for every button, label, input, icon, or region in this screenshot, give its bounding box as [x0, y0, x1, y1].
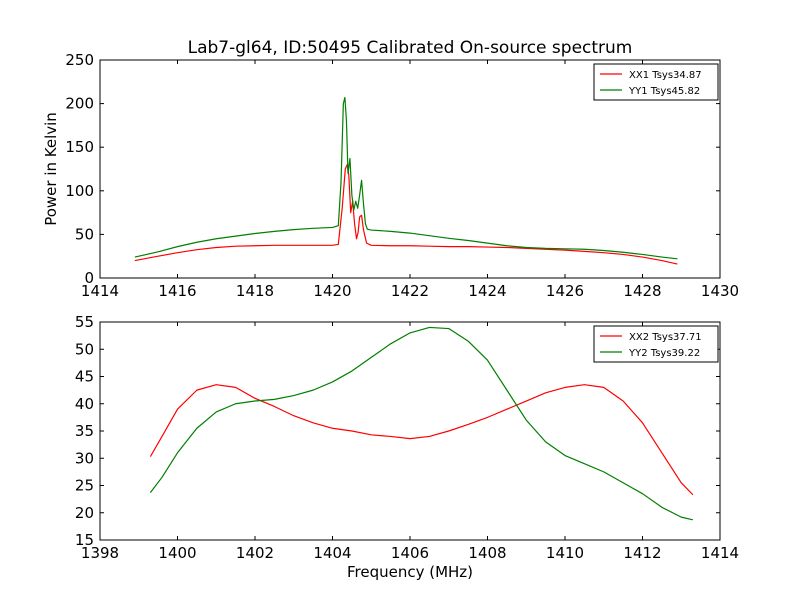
legend-label: YY2 Tsys39.22: [628, 348, 700, 359]
y-tick-label: 50: [75, 340, 94, 358]
x-tick-label: 1408: [468, 544, 506, 562]
y-tick-label: 20: [75, 504, 94, 522]
legend-box: [593, 325, 719, 363]
x-tick-label: 1400: [158, 544, 196, 562]
x-tick-label: 1414: [701, 544, 739, 562]
series-group: [134, 96, 678, 265]
x-tick-label: 1428: [623, 282, 661, 300]
x-tick-label: 1412: [623, 544, 661, 562]
y-tick-label: 30: [75, 449, 94, 467]
x-tick-label: 1402: [236, 544, 274, 562]
series-line-xx2: [149, 384, 694, 496]
x-tick-label: 1410: [546, 544, 584, 562]
y-tick-label: 45: [75, 368, 94, 386]
y-axis-label: Power in Kelvin: [42, 112, 60, 226]
series-group: [149, 326, 694, 521]
x-tick-label: 1406: [391, 544, 429, 562]
y-tick-label: 35: [75, 422, 94, 440]
x-tick-label: 1404: [313, 544, 351, 562]
bottom-panel: 1398 1400 1402 1404 1406 1408 1410 1412 1414 15 20…: [75, 313, 739, 581]
x-tick-label: 1424: [468, 282, 506, 300]
legend-label: XX2 Tsys37.71: [629, 332, 702, 343]
x-tick-label: 1418: [236, 282, 274, 300]
y-tick-label: 55: [75, 313, 94, 331]
x-tick-label: 1426: [546, 282, 584, 300]
legend: XX1 Tsys34.87 YY1 Tsys45.82: [593, 63, 719, 101]
y-tick-label: 150: [65, 138, 94, 156]
x-tick-label: 1420: [313, 282, 351, 300]
series-line-yy1: [134, 96, 678, 260]
y-tick-label: 40: [75, 395, 94, 413]
y-tick-label: 50: [75, 225, 94, 243]
top-panel: 1414 1416 1418 1420 1422 1424 1426 1428 1430 0 50 1…: [42, 51, 739, 300]
x-tick-label: 1422: [391, 282, 429, 300]
series-line-xx1: [134, 164, 678, 265]
x-tick-label: 1414: [81, 282, 119, 300]
y-tick-label: 15: [75, 531, 94, 549]
legend: XX2 Tsys37.71 YY2 Tsys39.22: [593, 325, 719, 363]
x-tick-label: 1430: [701, 282, 739, 300]
legend-label: YY1 Tsys45.82: [628, 86, 700, 97]
y-tick-label: 0: [84, 269, 94, 287]
legend-box: [593, 63, 719, 101]
chart-title: Lab7-gl64, ID:50495 Calibrated On-source…: [188, 38, 633, 58]
series-line-yy2: [149, 326, 694, 521]
x-tick-label: 1398: [81, 544, 119, 562]
y-tick-label: 100: [65, 182, 94, 200]
x-axis-label: Frequency (MHz): [347, 563, 473, 581]
x-tick-label: 1416: [158, 282, 196, 300]
y-tick-label: 200: [65, 95, 94, 113]
legend-label: XX1 Tsys34.87: [629, 70, 702, 81]
y-tick-label: 25: [75, 477, 94, 495]
y-tick-label: 250: [65, 51, 94, 69]
